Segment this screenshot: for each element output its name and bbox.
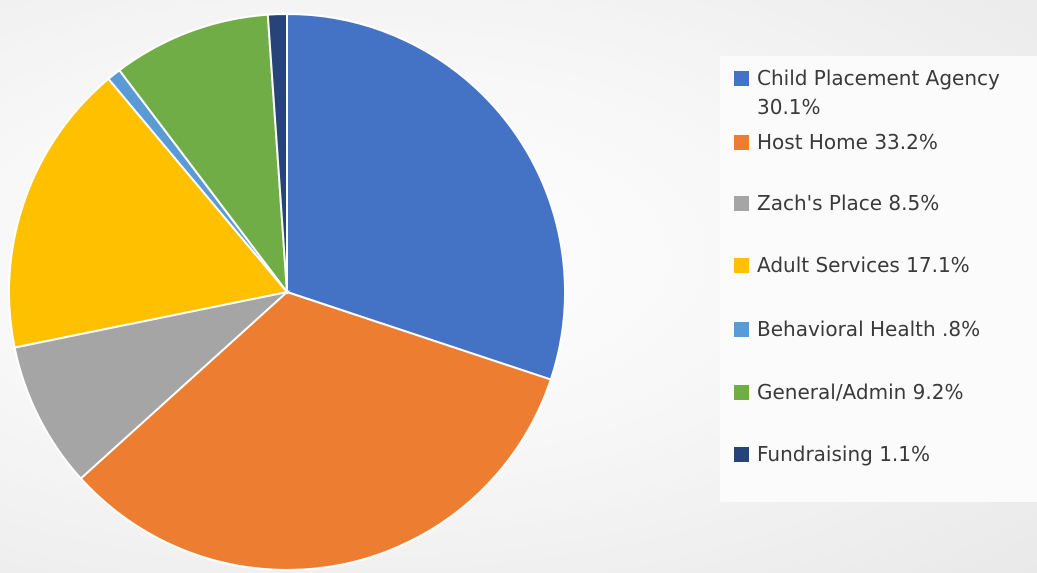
legend-swatch-behavioral-health: [734, 322, 749, 337]
legend-label-host-home: Host Home 33.2%: [757, 130, 938, 154]
legend-label-behavioral-health: Behavioral Health .8%: [757, 317, 981, 341]
legend-item-host-home: Host Home 33.2%: [734, 128, 938, 157]
legend-item-fundraising: Fundraising 1.1%: [734, 440, 930, 469]
legend-label-general-admin: General/Admin 9.2%: [757, 380, 964, 404]
legend-item-child-placement-agency: Child Placement Agency 30.1%: [734, 64, 1000, 122]
legend-swatch-zachs-place: [734, 196, 749, 211]
legend-item-zachs-place: Zach's Place 8.5%: [734, 189, 939, 218]
legend-swatch-host-home: [734, 135, 749, 150]
pie-slice-zachs-place: [13, 290, 291, 480]
legend-item-general-admin: General/Admin 9.2%: [734, 378, 963, 407]
pie-slice-general-admin: [117, 13, 289, 296]
legend-label-fundraising: Fundraising 1.1%: [757, 442, 931, 466]
legend-swatch-general-admin: [734, 385, 749, 400]
legend-item-behavioral-health: Behavioral Health .8%: [734, 315, 980, 344]
legend-swatch-adult-services: [734, 258, 749, 273]
legend-label-adult-services: Adult Services 17.1%: [757, 253, 970, 277]
pie-slice-host-home: [79, 290, 553, 571]
legend-label-child-placement-agency: Child Placement Agency 30.1%: [757, 66, 1000, 119]
chart-legend: Child Placement Agency 30.1% Host Home 3…: [720, 56, 1037, 502]
pie-slice-child-placement-agency: [286, 12, 566, 381]
legend-label-zachs-place: Zach's Place 8.5%: [757, 191, 940, 215]
pie-slice-fundraising: [266, 12, 288, 293]
legend-swatch-fundraising: [734, 447, 749, 462]
legend-swatch-child-placement-agency: [734, 71, 749, 86]
legend-item-adult-services: Adult Services 17.1%: [734, 251, 970, 280]
pie-slice-adult-services: [8, 77, 289, 349]
